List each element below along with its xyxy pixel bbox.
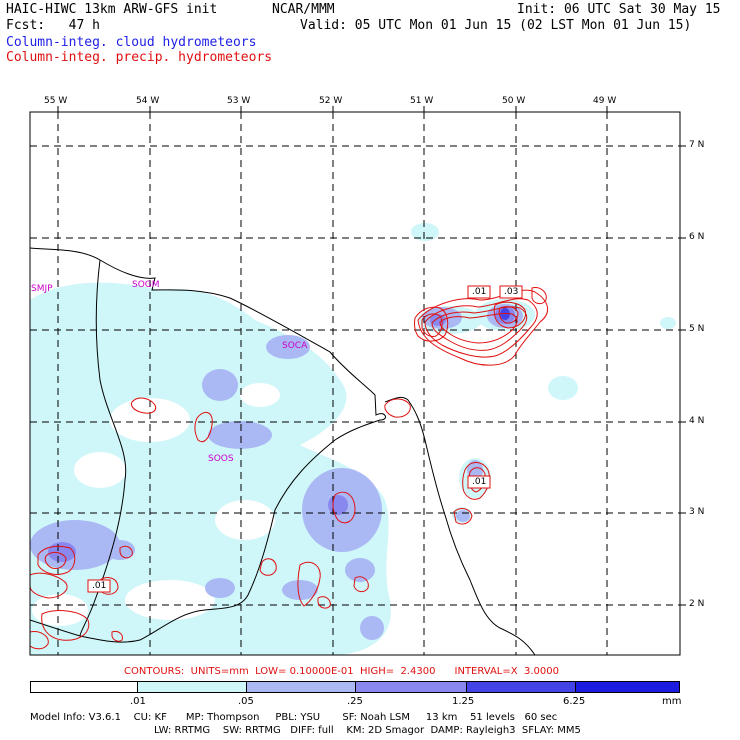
lon-label: 52 W xyxy=(319,96,343,106)
colorbar-segment xyxy=(355,681,467,693)
lon-label: 51 W xyxy=(410,96,434,106)
colorbar-tick: 1.25 xyxy=(452,696,475,707)
lon-label: 55 W xyxy=(44,96,68,106)
colorbar-segment xyxy=(246,681,356,693)
shading-layer xyxy=(30,112,680,655)
forecast-hour: Fcst: 47 h xyxy=(6,18,100,33)
graticule xyxy=(30,112,680,655)
lat-label: 6 N xyxy=(689,232,705,242)
model-info-line1: Model Info: V3.6.1 CU: KF MP: Thompson P… xyxy=(30,712,558,723)
contour-label-boxes xyxy=(87,285,523,593)
map-frame xyxy=(29,111,681,656)
cloud-shade-light xyxy=(30,223,676,655)
colorbar-segment xyxy=(466,681,576,693)
lat-label: 3 N xyxy=(689,507,705,517)
axis-ticks xyxy=(57,106,686,606)
lat-label: 2 N xyxy=(689,599,705,609)
contour-value-label: .03 xyxy=(504,287,519,297)
colorbar-segment xyxy=(30,681,138,693)
colorbar-tick: 6.25 xyxy=(563,696,586,707)
colorbar-segment xyxy=(575,681,680,693)
cloud-field-title: Column-integ. cloud hydrometeors xyxy=(6,35,257,50)
cloud-gaps xyxy=(32,383,280,626)
valid-time: Valid: 05 UTC Mon 01 Jun 15 (02 LST Mon … xyxy=(300,18,692,33)
model-info-line2: LW: RRTMG SW: RRTMG DIFF: full KM: 2D Sm… xyxy=(154,725,581,736)
colorbar-tick: .05 xyxy=(238,696,254,707)
station-label: SOCA xyxy=(282,341,308,351)
contour-value-label: .01 xyxy=(472,287,487,297)
station-label: SOGM xyxy=(132,280,160,290)
init-time: Init: 06 UTC Sat 30 May 15 xyxy=(517,2,721,17)
precip-contours xyxy=(30,287,549,650)
contour-info: CONTOURS: UNITS=mm LOW= 0.10000E-01 HIGH… xyxy=(124,666,559,677)
lat-label: 7 N xyxy=(689,140,705,150)
contour-value-label: .01 xyxy=(92,581,107,591)
model-title: HAIC-HIWC 13km ARW-GFS init xyxy=(6,2,218,17)
precip-field-title: Column-integ. precip. hydrometeors xyxy=(6,50,273,65)
colorbar-tick: .01 xyxy=(130,696,146,707)
lon-label: 53 W xyxy=(227,96,251,106)
station-label: SOOS xyxy=(208,454,234,464)
station-label: SMJP xyxy=(31,284,53,294)
colorbar-segment xyxy=(137,681,247,693)
lon-label: 49 W xyxy=(593,96,617,106)
org-label: NCAR/MMM xyxy=(272,2,335,17)
lat-label: 5 N xyxy=(689,324,705,334)
colorbar-tick: .25 xyxy=(347,696,363,707)
colorbar-unit: mm xyxy=(662,696,682,707)
coastline xyxy=(30,247,536,655)
lat-label: 4 N xyxy=(689,416,705,426)
lon-label: 50 W xyxy=(502,96,526,106)
contour-value-label: .01 xyxy=(472,477,487,487)
lon-label: 54 W xyxy=(136,96,160,106)
